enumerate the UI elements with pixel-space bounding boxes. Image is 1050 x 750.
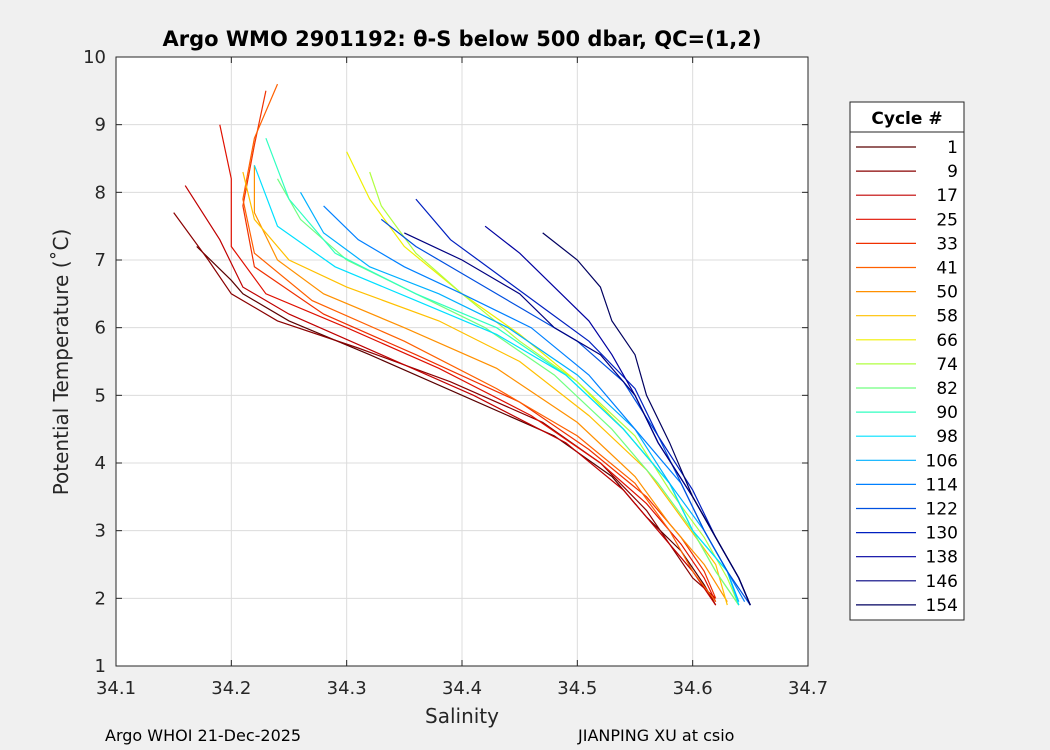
series-line-41 <box>242 83 717 603</box>
legend-label-41: 41 <box>936 259 958 279</box>
y-tick-label: 5 <box>95 385 106 406</box>
y-tick-label: 7 <box>95 250 106 271</box>
legend-label-106: 106 <box>926 451 958 471</box>
legend-label-98: 98 <box>936 427 958 447</box>
x-tick-label: 34.5 <box>557 678 597 699</box>
series-line-17 <box>184 185 717 606</box>
footer-author: JIANPING XU at csio <box>578 726 735 745</box>
y-tick-label: 1 <box>95 656 106 677</box>
chart-title: Argo WMO 2901192: θ-S below 500 dbar, QC… <box>163 27 762 51</box>
legend-label-17: 17 <box>936 186 958 206</box>
legend-label-58: 58 <box>936 307 958 327</box>
legend-label-122: 122 <box>926 500 958 520</box>
x-tick-label: 34.3 <box>327 678 367 699</box>
legend-title: Cycle # <box>871 109 942 129</box>
x-tick-label: 34.7 <box>788 678 828 699</box>
legend-label-90: 90 <box>936 403 958 423</box>
series-line-98 <box>253 165 740 606</box>
series-line-25 <box>219 124 717 602</box>
x-tick-label: 34.4 <box>442 678 482 699</box>
series-line-58 <box>242 171 728 606</box>
y-tick-label: 8 <box>95 182 106 203</box>
legend-label-82: 82 <box>936 379 958 399</box>
footer-source: Argo WHOI 21-Dec-2025 <box>105 726 302 745</box>
y-axis-label: Potential Temperature (˚C) <box>49 229 73 496</box>
legend-label-130: 130 <box>926 524 958 544</box>
legend-label-9: 9 <box>947 162 958 182</box>
legend-label-138: 138 <box>926 548 958 568</box>
series-line-82 <box>276 178 740 606</box>
y-tick-label: 2 <box>95 588 106 609</box>
y-tick-label: 4 <box>95 453 106 474</box>
series-line-154 <box>542 232 751 606</box>
y-tick-label: 9 <box>95 115 106 136</box>
legend-label-1: 1 <box>947 138 958 158</box>
x-tick-label: 34.1 <box>96 678 136 699</box>
series-line-9 <box>173 212 717 599</box>
series-line-33 <box>242 90 717 599</box>
legend-label-146: 146 <box>926 572 958 592</box>
x-tick-label: 34.2 <box>211 678 251 699</box>
series-line-50 <box>253 165 728 603</box>
legend-label-66: 66 <box>936 331 958 351</box>
x-tick-label: 34.6 <box>673 678 713 699</box>
legend-box <box>849 101 965 621</box>
legend-label-154: 154 <box>926 596 958 616</box>
legend-label-33: 33 <box>936 234 958 254</box>
x-axis-label: Salinity <box>425 704 499 728</box>
y-tick-label: 6 <box>95 318 106 339</box>
legend-label-74: 74 <box>936 355 958 375</box>
y-tick-label: 10 <box>83 47 106 68</box>
legend-label-50: 50 <box>936 283 958 303</box>
legend-label-114: 114 <box>926 475 958 495</box>
y-tick-label: 3 <box>95 521 106 542</box>
legend-label-25: 25 <box>936 210 958 230</box>
